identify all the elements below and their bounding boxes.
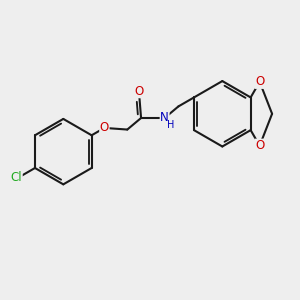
Text: O: O bbox=[135, 85, 144, 98]
Text: O: O bbox=[255, 139, 264, 152]
Text: Cl: Cl bbox=[11, 171, 22, 184]
Text: O: O bbox=[255, 75, 264, 88]
Text: N: N bbox=[160, 112, 169, 124]
Text: O: O bbox=[100, 122, 109, 134]
Text: H: H bbox=[167, 120, 174, 130]
